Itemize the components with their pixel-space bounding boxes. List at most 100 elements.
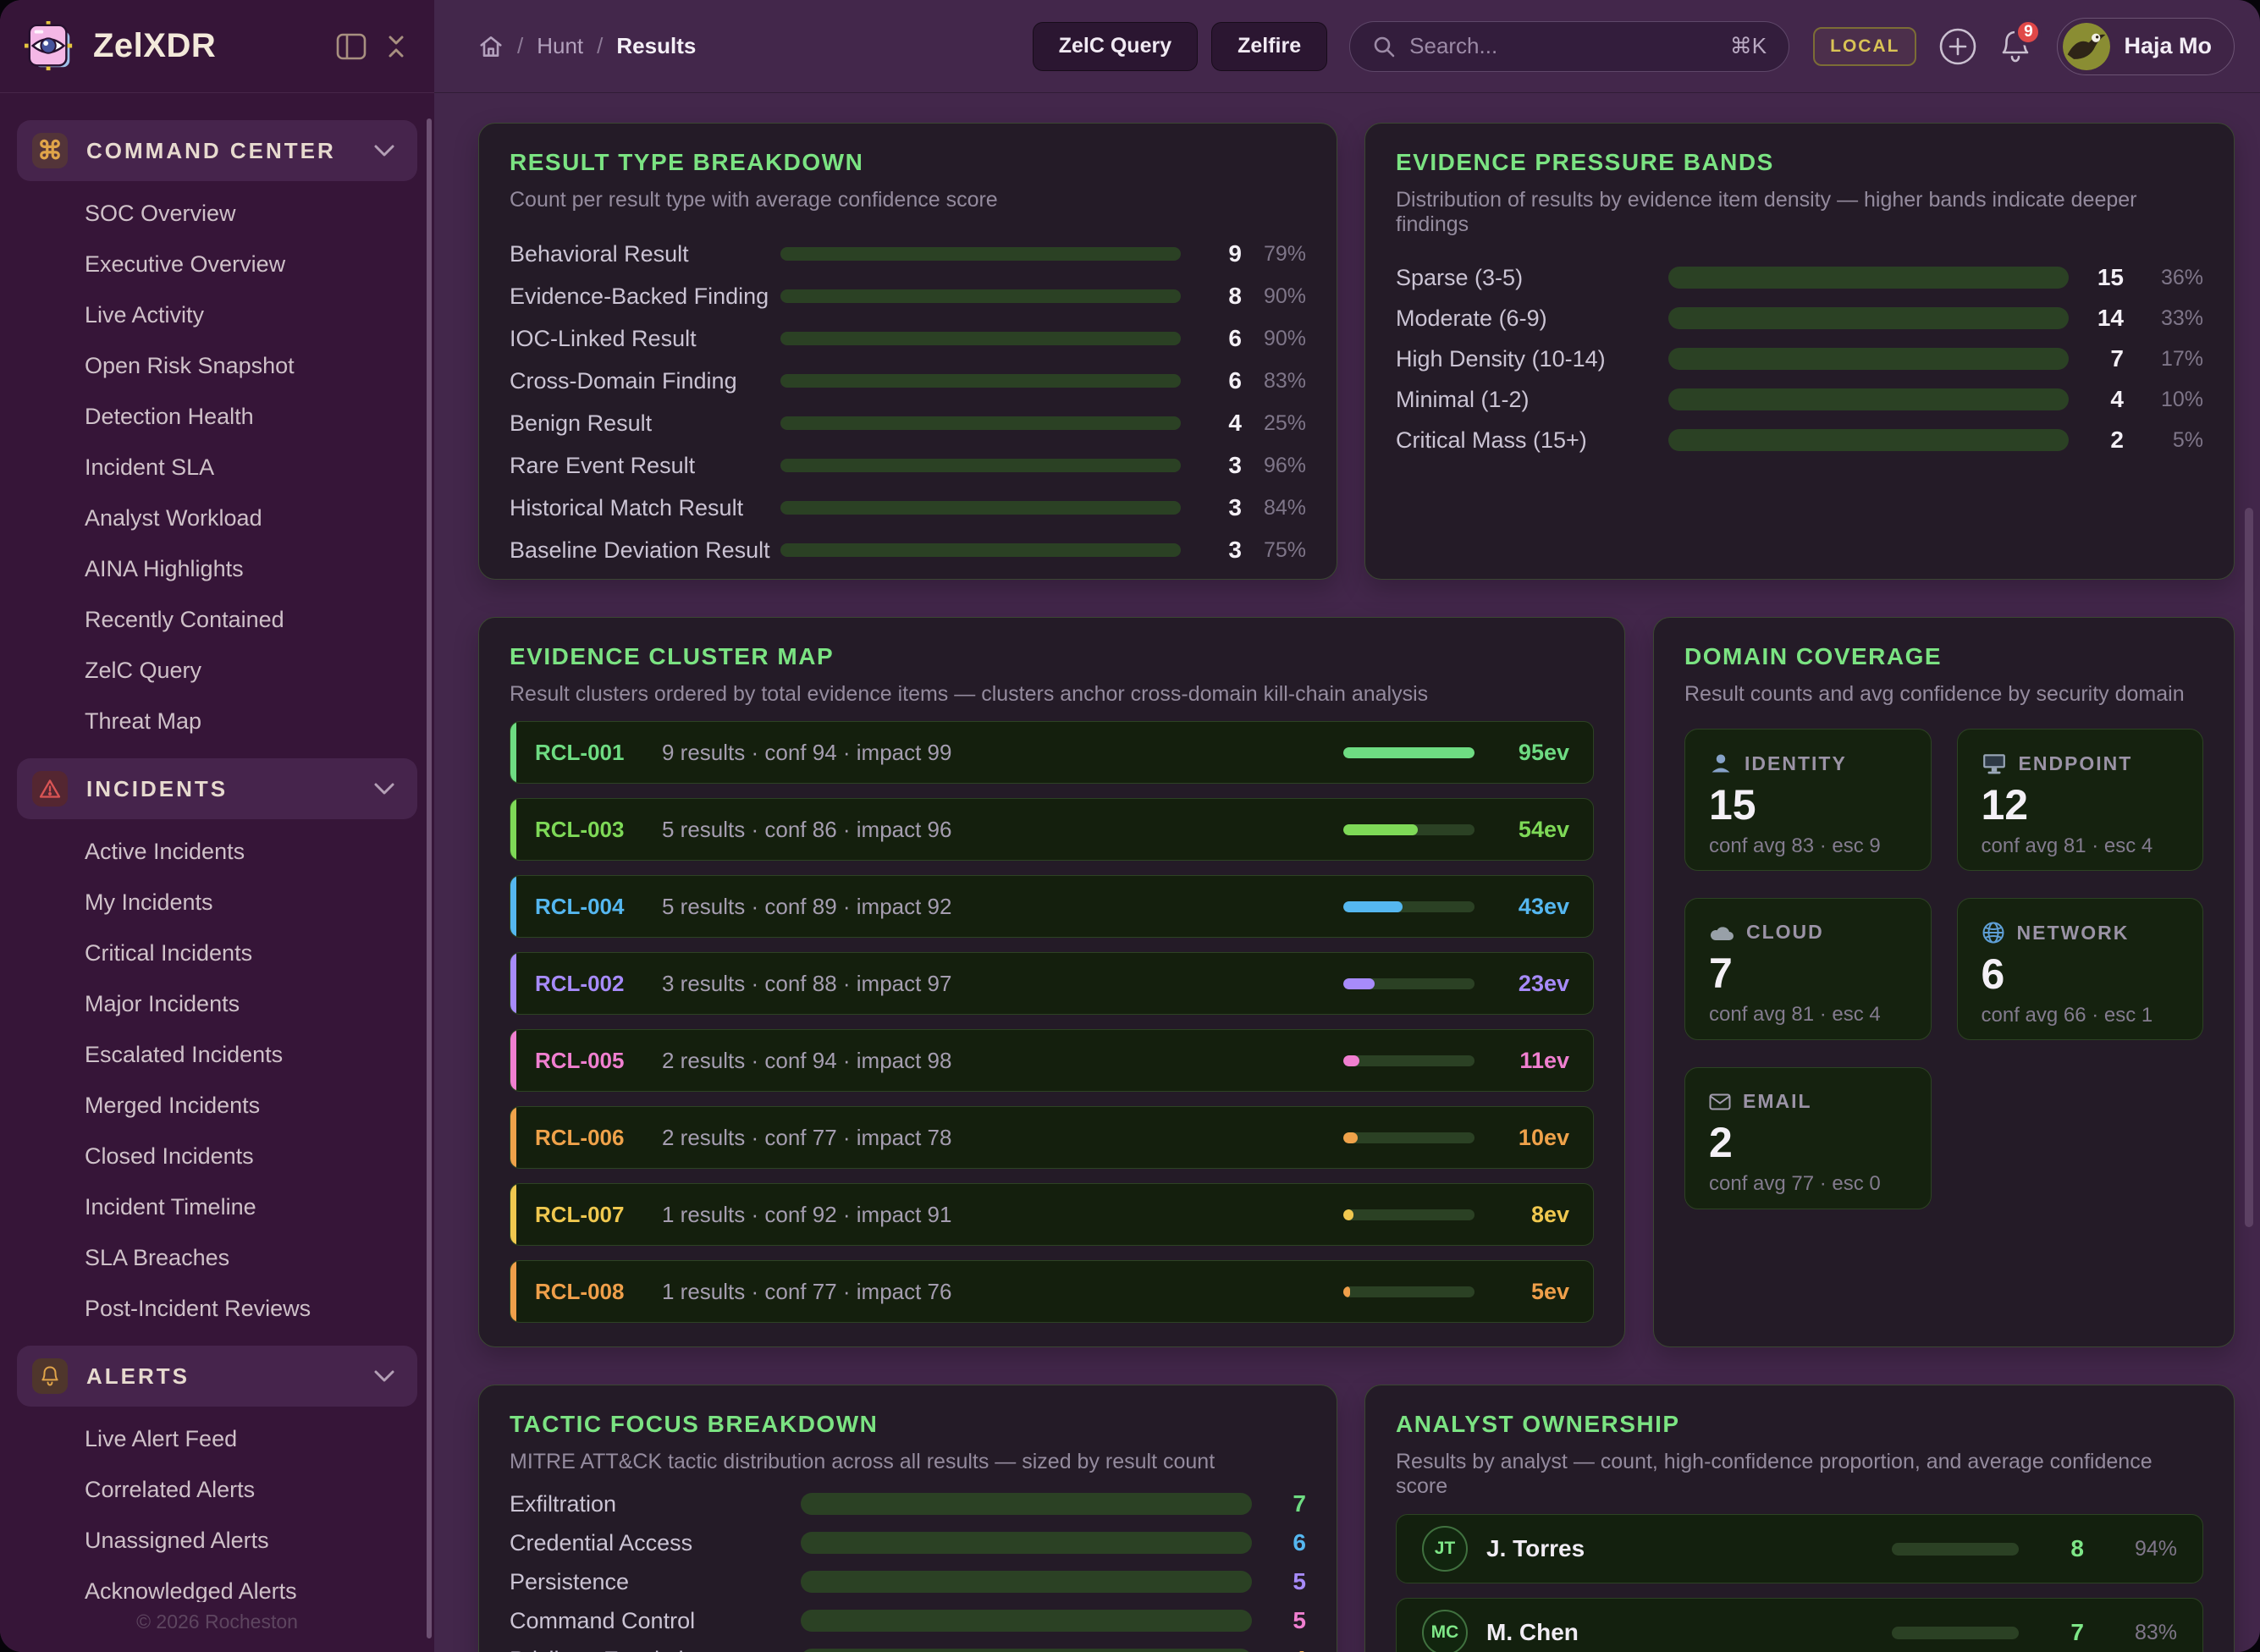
domain-count: 6: [1981, 950, 2005, 998]
bar-track: [780, 501, 1181, 515]
cluster-accent: [510, 1107, 516, 1168]
cluster-row-rcl-006[interactable]: RCL-006 2 results · conf 77 · impact 78 10…: [510, 1106, 1594, 1169]
pressure-band-row: Moderate (6-9) 14 33%: [1396, 298, 2203, 339]
cluster-evidence-count: 95ev: [1518, 739, 1569, 765]
cluster-evidence-count: 43ev: [1518, 893, 1569, 919]
bar-percentage: 84%: [1263, 495, 1306, 520]
cluster-id: RCL-008: [535, 1278, 625, 1304]
cluster-evidence-count: 5ev: [1530, 1278, 1569, 1304]
bell-icon: [32, 1358, 68, 1394]
sidebar-item-zelc-query[interactable]: ZelC Query: [85, 657, 202, 683]
sidebar-item-analyst-workload[interactable]: Analyst Workload: [85, 504, 262, 531]
bar-percentage: 90%: [1263, 284, 1306, 308]
collapse-sidebar-icon[interactable]: [383, 32, 409, 61]
sidebar-section-incidents[interactable]: INCIDENTS: [17, 758, 417, 819]
sidebar-section-alerts[interactable]: ALERTS: [17, 1346, 417, 1407]
sidebar-item-incident-sla[interactable]: Incident SLA: [85, 454, 215, 480]
zelfire-button[interactable]: Zelfire: [1211, 21, 1328, 71]
sidebar-item-my-incidents[interactable]: My Incidents: [85, 889, 213, 915]
panel-toggle-icon[interactable]: [336, 33, 367, 60]
sidebar-item-escalated-incidents[interactable]: Escalated Incidents: [85, 1041, 284, 1067]
bar-track: [801, 1493, 1252, 1515]
card-subtitle: Count per result type with average confi…: [510, 188, 998, 212]
bar-label: Persistence: [510, 1568, 630, 1594]
result-type-row: Baseline Deviation Result 3 75%: [510, 529, 1306, 571]
sidebar-item-correlated-alerts[interactable]: Correlated Alerts: [85, 1476, 256, 1502]
cluster-row-rcl-008[interactable]: RCL-008 1 results · conf 77 · impact 76 5e…: [510, 1260, 1594, 1323]
bar-label: Exfiltration: [510, 1490, 617, 1517]
cluster-bar-fill: [1343, 977, 1375, 989]
cluster-row-rcl-002[interactable]: RCL-002 3 results · conf 88 · impact 97 23…: [510, 952, 1594, 1015]
sidebar-section-label: ALERTS: [86, 1363, 190, 1389]
main-scrollbar[interactable]: [2245, 508, 2253, 1227]
sidebar-item-acknowledged-alerts[interactable]: Acknowledged Alerts: [85, 1578, 297, 1603]
cluster-row-rcl-001[interactable]: RCL-001 9 results · conf 94 · impact 99 95…: [510, 721, 1594, 784]
domain-meta: conf avg 83 · esc 9: [1709, 834, 1881, 857]
bar-label: Credential Access: [510, 1529, 693, 1556]
analyst-row-mc[interactable]: MC M. Chen 7 83%: [1396, 1598, 2203, 1652]
breadcrumb-section[interactable]: Hunt: [537, 33, 584, 58]
sidebar-item-live-alert-feed[interactable]: Live Alert Feed: [85, 1425, 238, 1451]
cluster-evidence-count: 10ev: [1518, 1124, 1569, 1150]
sidebar-scrollbar[interactable]: [427, 118, 432, 1638]
sidebar-item-live-activity[interactable]: Live Activity: [85, 301, 205, 328]
sidebar-header: ZelXDR: [0, 0, 434, 93]
sidebar-item-closed-incidents[interactable]: Closed Incidents: [85, 1143, 254, 1169]
cluster-row-rcl-007[interactable]: RCL-007 1 results · conf 92 · impact 91 8e…: [510, 1183, 1594, 1246]
domain-tile-email[interactable]: EMAIL 2 conf avg 77 · esc 0: [1684, 1067, 1932, 1209]
sidebar-item-detection-health[interactable]: Detection Health: [85, 403, 254, 429]
domain-count: 2: [1709, 1119, 1733, 1166]
domain-tile-cloud[interactable]: CLOUD 7 conf avg 81 · esc 4: [1684, 898, 1932, 1040]
sidebar-item-sla-breaches[interactable]: SLA Breaches: [85, 1244, 230, 1270]
search-box[interactable]: ⌘K: [1349, 20, 1790, 72]
sidebar-item-unassigned-alerts[interactable]: Unassigned Alerts: [85, 1527, 269, 1553]
domain-label: EMAIL: [1743, 1090, 1812, 1112]
card-title: TACTIC FOCUS BREAKDOWN: [510, 1411, 879, 1437]
domain-meta: conf avg 66 · esc 1: [1981, 1004, 2153, 1027]
home-icon[interactable]: [478, 34, 504, 59]
domain-tile-identity[interactable]: IDENTITY 15 conf avg 83 · esc 9: [1684, 729, 1932, 871]
sidebar-item-soc-overview[interactable]: SOC Overview: [85, 200, 236, 226]
cluster-row-rcl-003[interactable]: RCL-003 5 results · conf 86 · impact 96 54…: [510, 798, 1594, 861]
sidebar-item-post-incident-reviews[interactable]: Post-Incident Reviews: [85, 1295, 311, 1321]
result-type-row: Evidence-Backed Finding 8 90%: [510, 275, 1306, 317]
bar-track: [1668, 388, 2069, 410]
search-input[interactable]: [1409, 33, 1717, 59]
zelc-query-button[interactable]: ZelC Query: [1032, 21, 1199, 71]
sidebar-item-aina-highlights[interactable]: AINA Highlights: [85, 555, 244, 581]
sidebar-item-critical-incidents[interactable]: Critical Incidents: [85, 939, 253, 966]
bar-label: Behavioral Result: [510, 240, 689, 267]
bar-value: 5: [1293, 1607, 1306, 1633]
cluster-bar-fill: [1343, 1055, 1359, 1066]
cluster-row-rcl-005[interactable]: RCL-005 2 results · conf 94 · impact 98 11…: [510, 1029, 1594, 1092]
tactic-row: Exfiltration 7: [510, 1484, 1306, 1523]
cluster-accent: [510, 953, 516, 1014]
network-icon: [1982, 921, 2005, 944]
sidebar-item-major-incidents[interactable]: Major Incidents: [85, 990, 240, 1016]
user-menu[interactable]: Haja Mo: [2057, 17, 2235, 75]
endpoint-icon: [1982, 752, 2007, 775]
sidebar-item-recently-contained[interactable]: Recently Contained: [85, 606, 284, 632]
domain-tile-endpoint[interactable]: ENDPOINT 12 conf avg 81 · esc 4: [1956, 729, 2203, 871]
cluster-bar-fill: [1343, 1209, 1354, 1220]
analyst-row-jt[interactable]: JT J. Torres 8 94%: [1396, 1514, 2203, 1583]
sidebar-item-active-incidents[interactable]: Active Incidents: [85, 838, 245, 864]
sidebar-section-command-center[interactable]: ⌘ COMMAND CENTER: [17, 120, 417, 181]
sidebar-item-threat-map[interactable]: Threat Map: [85, 708, 202, 734]
notifications-button[interactable]: 9: [1999, 18, 2042, 64]
sidebar-item-open-risk-snapshot[interactable]: Open Risk Snapshot: [85, 352, 295, 378]
cluster-id: RCL-001: [535, 739, 625, 765]
result-type-breakdown-card: RESULT TYPE BREAKDOWN Count per result t…: [478, 123, 1337, 580]
analyst-bar-track: [1892, 1626, 2019, 1639]
sidebar-footer: © 2026 Rocheston: [136, 1611, 298, 1633]
domain-tile-network[interactable]: NETWORK 6 conf avg 66 · esc 1: [1956, 898, 2203, 1040]
tactic-row: Command Control 5: [510, 1601, 1306, 1640]
analyst-bar-track: [1892, 1542, 2019, 1556]
cluster-row-rcl-004[interactable]: RCL-004 5 results · conf 89 · impact 92 43…: [510, 875, 1594, 938]
sidebar-item-executive-overview[interactable]: Executive Overview: [85, 251, 286, 277]
bar-label: Sparse (3-5): [1396, 264, 1524, 290]
add-button[interactable]: [1938, 27, 1977, 66]
sidebar-item-merged-incidents[interactable]: Merged Incidents: [85, 1092, 261, 1118]
bar-label: IOC-Linked Result: [510, 325, 697, 351]
sidebar-item-incident-timeline[interactable]: Incident Timeline: [85, 1193, 256, 1220]
